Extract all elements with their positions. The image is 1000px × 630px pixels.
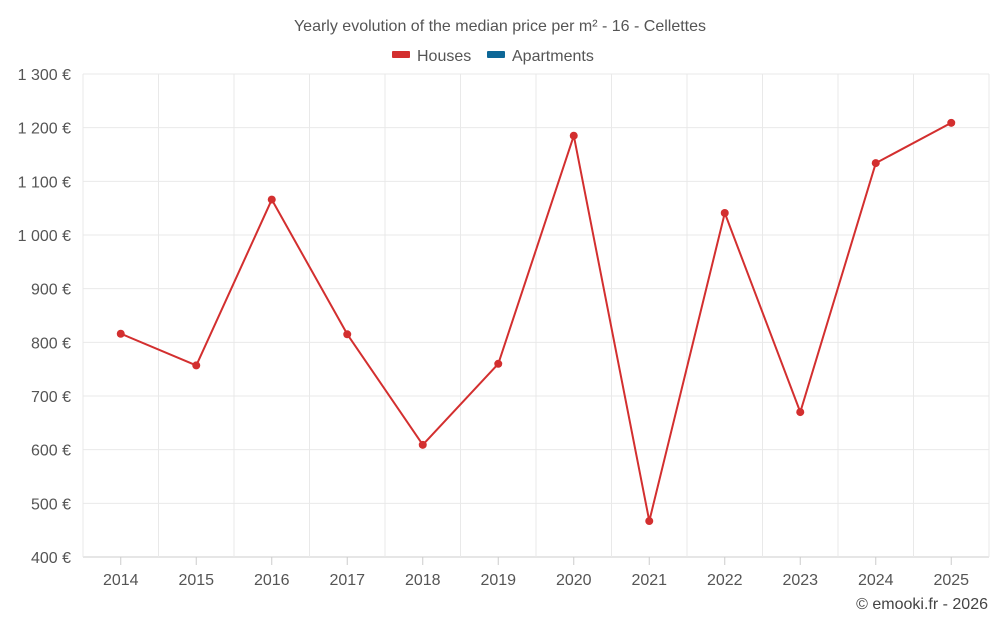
x-tick-label: 2017 [329,572,365,589]
x-tick-label: 2015 [178,572,214,589]
x-tick-label: 2014 [103,572,139,589]
y-tick-label: 1 100 € [18,174,71,191]
data-point-houses-2021[interactable] [645,517,654,526]
x-tick-label: 2018 [405,572,441,589]
data-point-houses-2016[interactable] [267,195,276,204]
legend-label-houses[interactable]: Houses [417,48,471,65]
y-tick-label: 900 € [31,282,71,299]
y-tick-label: 500 € [31,496,71,513]
data-point-houses-2022[interactable] [720,208,729,217]
x-tick-label: 2021 [631,572,667,589]
data-point-houses-2014[interactable] [116,329,125,338]
data-point-houses-2020[interactable] [569,131,578,140]
data-point-houses-2025[interactable] [947,118,956,127]
data-point-houses-2019[interactable] [494,359,503,368]
grid [82,73,990,558]
y-tick-label: 700 € [31,389,71,406]
data-point-houses-2023[interactable] [796,408,805,417]
legend-swatch-apartments[interactable] [487,51,505,58]
x-tick-label: 2023 [782,572,818,589]
chart-title: Yearly evolution of the median price per… [294,18,706,35]
legend-swatch-houses[interactable] [392,51,410,58]
y-tick-label: 600 € [31,443,71,460]
series-line-houses [119,121,953,522]
x-tick-label: 2024 [858,572,894,589]
axes: 400 € 500 € 600 € 700 € 800 € 900 € 1 000 € 1 1… [18,67,970,589]
credit-text: © emooki.fr - 2026 [856,596,988,613]
legend-label-apartments[interactable]: Apartments [512,48,594,65]
y-tick-label: 1 200 € [18,121,71,138]
y-tick-label: 800 € [31,335,71,352]
data-point-houses-2017[interactable] [343,330,352,339]
y-tick-label: 400 € [31,550,71,567]
series [116,118,956,526]
y-tick-label: 1 300 € [18,67,71,84]
x-tick-label: 2020 [556,572,592,589]
x-tick-label: 2016 [254,572,290,589]
x-tick-label: 2025 [933,572,969,589]
data-point-houses-2018[interactable] [418,440,427,449]
y-tick-label: 1 000 € [18,228,71,245]
x-tick-label: 2019 [480,572,516,589]
data-point-houses-2024[interactable] [871,159,880,168]
legend: Houses Apartments [392,48,594,65]
data-point-houses-2015[interactable] [192,361,201,370]
x-tick-label: 2022 [707,572,743,589]
